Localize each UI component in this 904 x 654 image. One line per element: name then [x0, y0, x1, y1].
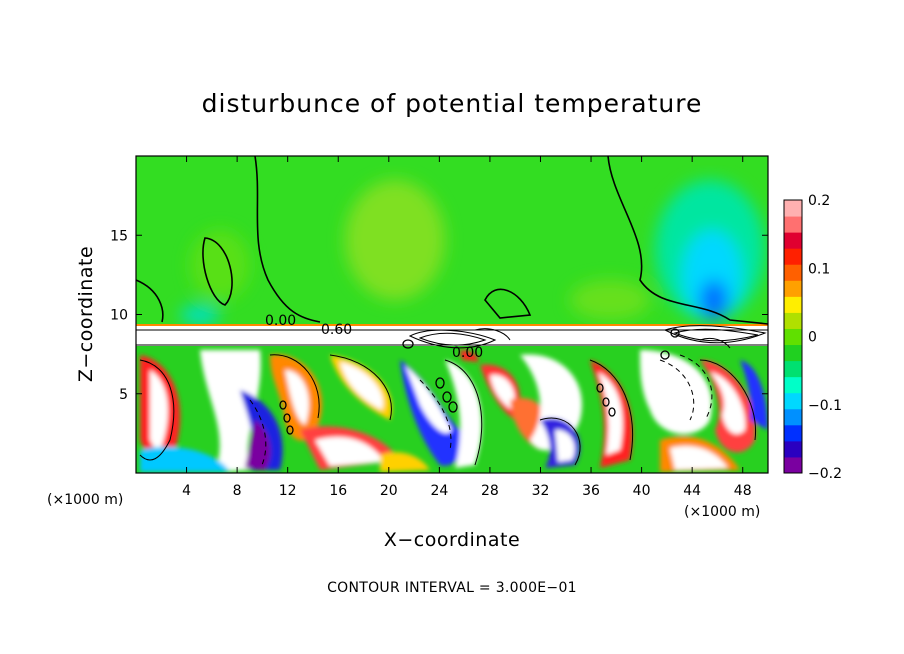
contour-loops — [279, 328, 680, 435]
x-unit-right: (×1000 m) — [684, 504, 760, 520]
colorbar-swatch — [784, 328, 802, 346]
cool-anomaly-core — [700, 280, 728, 320]
x-tick-label: 4 — [182, 483, 191, 499]
colorbar-swatch — [784, 312, 802, 329]
colorbar-swatch — [784, 456, 802, 474]
x-tick-label: 36 — [582, 483, 600, 499]
x-unit-left: (×1000 m) — [47, 492, 123, 508]
colorbar-swatch — [784, 296, 802, 313]
contour-label-3: 0.00 — [452, 345, 483, 361]
y-tick-label: 10 — [110, 308, 128, 324]
colorbar-swatch — [784, 248, 802, 265]
colorbar: 0.2 0.1 0 −0.1 −0.2 — [783, 193, 842, 482]
x-tick-label: 8 — [233, 483, 242, 499]
colorbar-swatch — [784, 408, 802, 426]
contour-lines-dashed — [249, 354, 713, 466]
x-tick-label: 44 — [683, 483, 701, 499]
colorbar-tick-label: 0 — [808, 330, 817, 346]
interface-layer — [136, 326, 768, 346]
colorbar-swatch — [784, 232, 802, 249]
x-tick-label: 20 — [380, 483, 398, 499]
turbulent-eddies — [140, 350, 768, 472]
contour-clusters — [408, 325, 767, 349]
x-tick-label: 24 — [430, 483, 448, 499]
colorbar-swatch — [784, 200, 802, 217]
colorbar-frame — [783, 199, 803, 474]
x-ticks: 4 8 12 16 20 24 28 32 36 40 44 48 — [182, 156, 752, 499]
colorbar-swatch — [784, 440, 802, 458]
warm-anomaly-upper-2 — [190, 230, 250, 300]
colorbar-swatch — [784, 216, 802, 233]
x-tick-label: 12 — [279, 483, 297, 499]
chart-title: disturbunce of potential temperature — [202, 89, 703, 118]
colorbar-swatch — [784, 264, 802, 281]
colorbar-tick-label: −0.2 — [808, 466, 842, 482]
contour-label-2: 0.60 — [321, 322, 352, 338]
y-tick-label: 15 — [110, 228, 128, 244]
warm-anomaly-upper-3 — [570, 280, 650, 320]
colorbar-swatch — [784, 280, 802, 297]
colorbar-swatch — [784, 360, 802, 378]
x-tick-label: 48 — [734, 483, 752, 499]
cool-anomaly-left — [180, 305, 220, 325]
warm-anomaly-upper — [345, 180, 445, 300]
y-axis-label: Z−coordinate — [75, 246, 97, 382]
x-axis-label: X−coordinate — [384, 529, 520, 551]
x-tick-label: 32 — [532, 483, 550, 499]
x-tick-label: 16 — [329, 483, 347, 499]
colorbar-swatch — [784, 344, 802, 362]
plot-area: 0.00 0.60 0.00 — [136, 156, 768, 473]
colorbar-swatch — [784, 392, 802, 410]
colorbar-swatch — [784, 424, 802, 442]
colorbar-tick-label: 0.2 — [808, 193, 830, 209]
y-tick-label: 5 — [119, 387, 128, 403]
x-tick-label: 28 — [481, 483, 499, 499]
contour-label-1: 0.00 — [265, 313, 296, 329]
colorbar-swatch — [784, 376, 802, 394]
x-tick-label: 40 — [633, 483, 651, 499]
colorbar-tick-label: −0.1 — [808, 398, 842, 414]
colorbar-tick-label: 0.1 — [808, 261, 830, 277]
contour-interval-note: CONTOUR INTERVAL = 3.000E−01 — [327, 580, 577, 596]
y-ticks: 5 10 15 — [110, 228, 768, 403]
